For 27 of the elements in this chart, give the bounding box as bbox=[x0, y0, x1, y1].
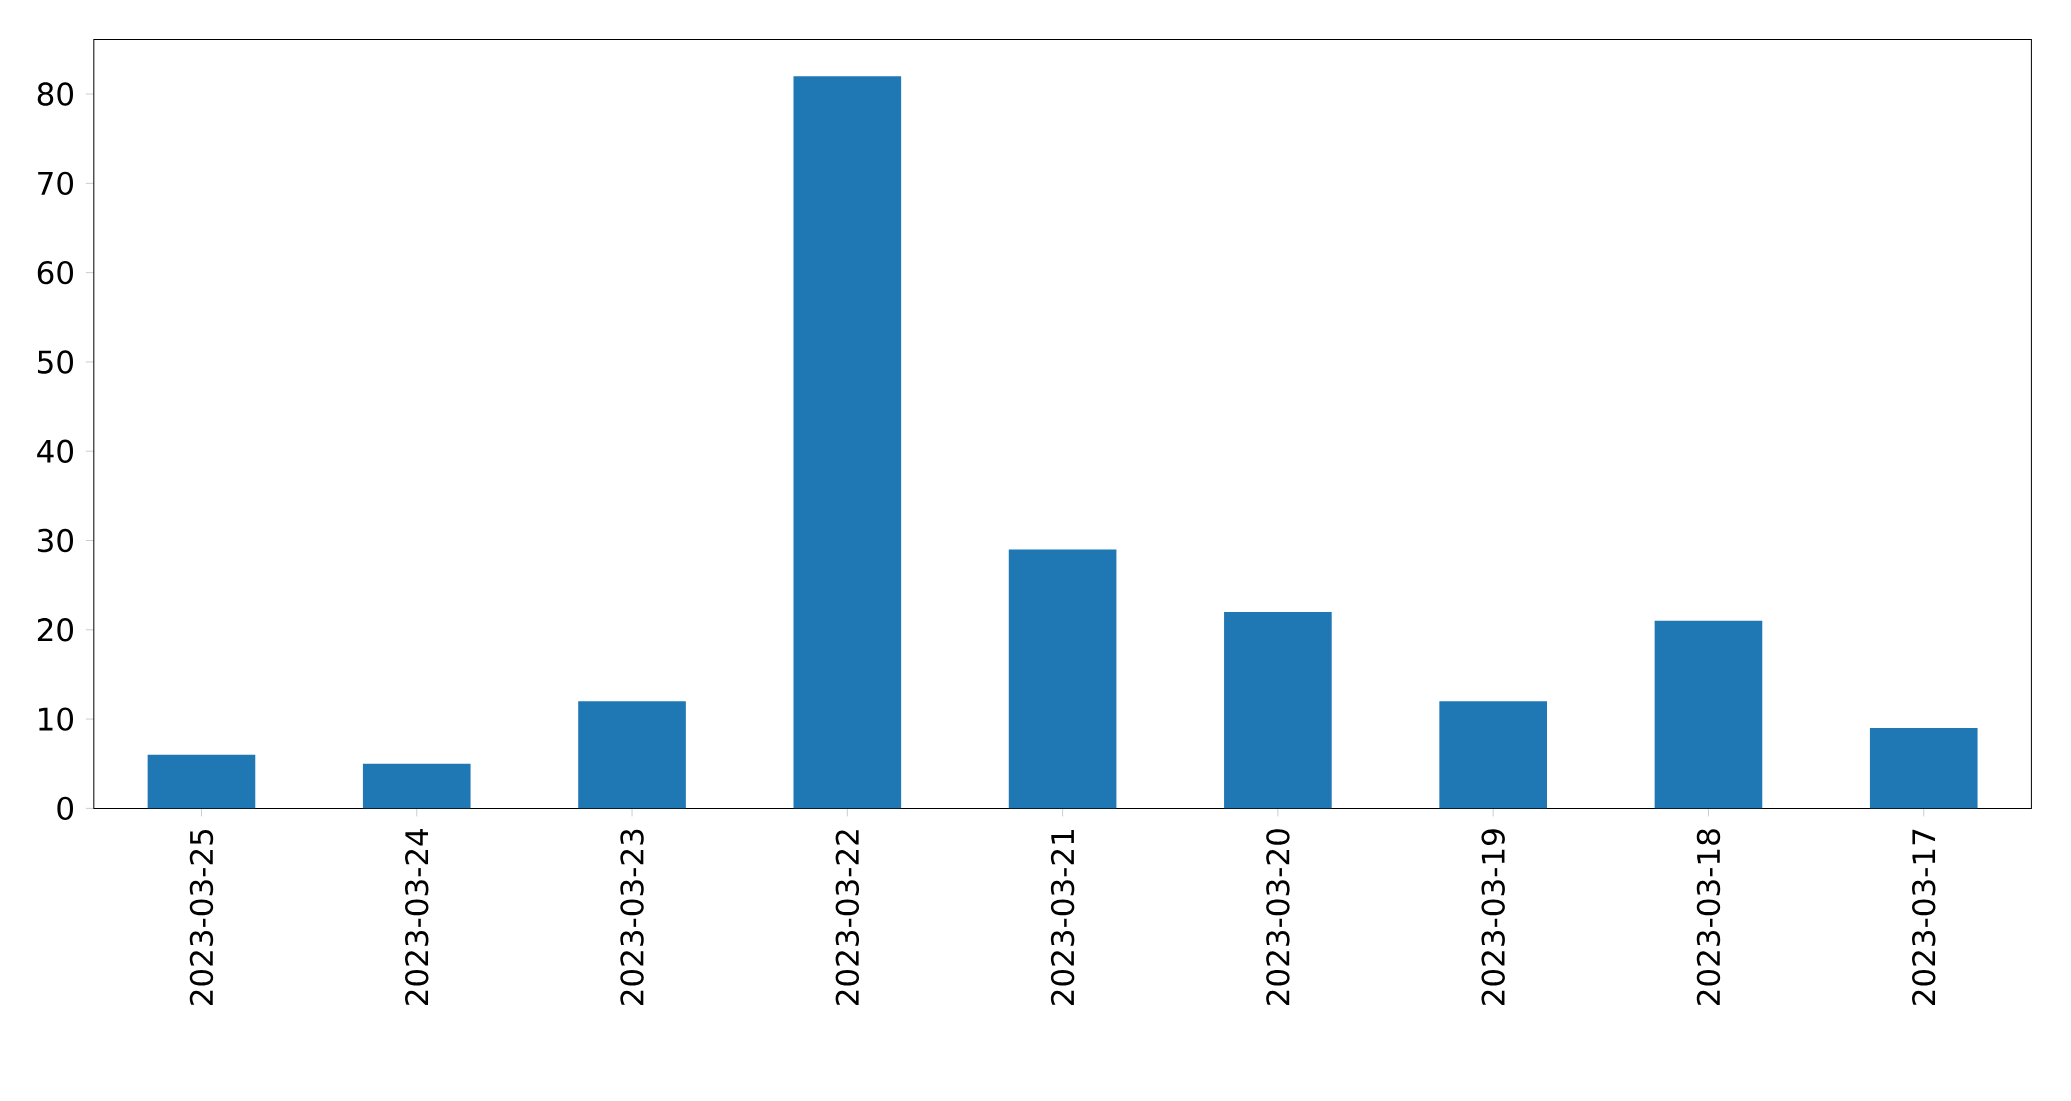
y-tick-label: 60 bbox=[37, 261, 74, 285]
y-tick-label: 0 bbox=[57, 796, 74, 821]
x-tick-label: 2023-03-23 bbox=[620, 829, 644, 1006]
y-tick-label: 80 bbox=[37, 82, 74, 106]
bar bbox=[1008, 549, 1117, 809]
bar bbox=[147, 755, 256, 809]
x-tick-label: 2023-03-20 bbox=[1266, 829, 1290, 1006]
x-tick-label: 2023-03-18 bbox=[1696, 829, 1721, 1006]
y-tick-label: 40 bbox=[37, 439, 74, 464]
bar bbox=[1224, 612, 1332, 809]
bar bbox=[578, 701, 686, 809]
y-tick-label: 20 bbox=[37, 618, 74, 642]
x-tick-label: 2023-03-24 bbox=[405, 829, 429, 1006]
x-tick-label: 2023-03-21 bbox=[1050, 830, 1075, 1006]
bar bbox=[793, 76, 902, 809]
y-tick-label: 50 bbox=[38, 350, 74, 374]
y-tick-label: 30 bbox=[37, 529, 74, 553]
bar bbox=[1869, 728, 1978, 809]
x-tick-label: 2023-03-25 bbox=[189, 830, 214, 1006]
bar bbox=[1654, 621, 1763, 809]
y-tick-label: 10 bbox=[39, 707, 74, 732]
bar bbox=[1439, 701, 1547, 809]
x-tick-label: 2023-03-22 bbox=[835, 830, 860, 1006]
y-tick-label: 70 bbox=[38, 171, 74, 196]
x-tick-label: 2023-03-17 bbox=[1912, 830, 1936, 1006]
x-tick-label: 2023-03-19 bbox=[1481, 829, 1505, 1006]
bar bbox=[362, 763, 471, 809]
